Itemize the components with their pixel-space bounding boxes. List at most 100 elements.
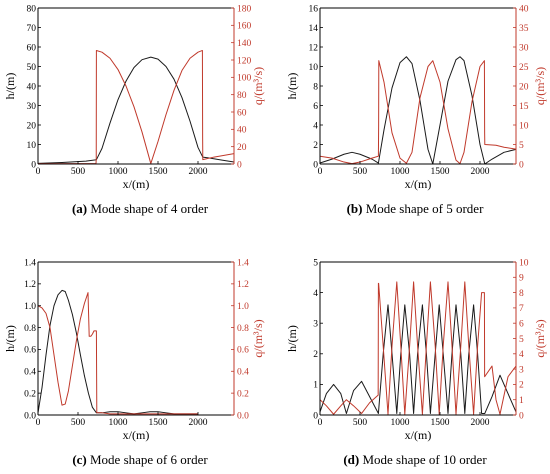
y-left-tick-label: 0.6 (24, 346, 36, 356)
y-left-tick-label: 8 (313, 82, 318, 92)
x-tick-label: 500 (353, 167, 368, 177)
y-right-tick-label: 15 (519, 102, 529, 112)
y-right-tick-label: 140 (237, 39, 252, 49)
h-series-line-d (319, 304, 517, 414)
y-right-tick-label: 0 (519, 411, 524, 421)
chart-panel-c: 0 500 1000 1500 2000 0.0 0.2 0.4 0.6 0.8 1.0 1.2 1.4… (3, 258, 265, 467)
y-left-tick-label: 5 (313, 258, 318, 268)
y-right-tick-label: 0.4 (237, 368, 249, 378)
y-left-tick-label: 0.8 (24, 324, 36, 334)
y-right-axis-label: q/(m³/s) (251, 319, 265, 357)
q-series-line-d (319, 281, 517, 415)
y-right-tick-label: 60 (237, 108, 247, 118)
h-series-line-a (37, 56, 235, 164)
y-left-tick-label: 30 (27, 102, 37, 112)
x-tick-label: 500 (71, 418, 86, 428)
x-axis-label: x/(m) (405, 177, 432, 191)
y-left-tick-label: 80 (27, 4, 37, 14)
y-left-tick-label: 40 (27, 82, 37, 92)
h-series-line-c (37, 289, 198, 415)
y-right-tick-label: 6 (519, 320, 524, 330)
y-right-tick-label: 8 (519, 289, 524, 299)
y-left-tick-label: 70 (27, 24, 37, 34)
x-tick-label: 1500 (149, 167, 168, 177)
x-tick-label: 0 (36, 418, 41, 428)
y-right-tick-label: 9 (519, 274, 524, 284)
y-left-tick-label: 14 (309, 24, 319, 34)
y-right-tick-label: 40 (519, 4, 529, 14)
x-tick-label: 500 (71, 167, 86, 177)
y-right-tick-label: 20 (519, 82, 529, 92)
y-left-axis-label: h/(m) (285, 325, 299, 352)
y-left-tick-label: 0 (313, 160, 318, 170)
y-left-tick-label: 1.4 (24, 258, 36, 268)
y-left-tick-label: 10 (27, 141, 37, 151)
chart-panel-d: 0 500 1000 1500 2000 0 1 2 3 4 5 0 1 2 3 4 5 6 7 8 9 10 x/(m) h… (285, 258, 547, 467)
x-axis-label: x/(m) (123, 177, 150, 191)
x-tick-label: 1500 (431, 418, 450, 428)
x-tick-label: 1000 (109, 167, 128, 177)
y-right-tick-label: 160 (237, 22, 252, 32)
y-right-tick-label: 120 (237, 56, 252, 66)
y-right-tick-label: 20 (237, 143, 247, 153)
y-right-tick-label: 100 (237, 74, 252, 84)
y-left-tick-label: 2 (313, 141, 318, 151)
y-left-tick-label: 4 (313, 289, 318, 299)
y-left-tick-label: 60 (27, 43, 37, 53)
y-right-tick-label: 0.6 (237, 346, 249, 356)
y-right-tick-label: 25 (519, 63, 529, 73)
panel-caption-text: Mode shape of 4 order (87, 201, 209, 216)
q-series-line-c (37, 292, 198, 415)
x-tick-label: 2000 (471, 167, 490, 177)
y-right-tick-label: 10 (519, 121, 529, 131)
x-tick-label: 2000 (189, 418, 208, 428)
y-right-tick-label: 10 (519, 258, 529, 268)
panel-caption-letter: (b) (347, 201, 363, 216)
y-left-tick-label: 0.4 (24, 368, 36, 378)
y-left-tick-label: 0.2 (24, 389, 36, 399)
y-right-tick-label: 4 (519, 350, 524, 360)
panel-caption: (d) Mode shape of 10 order (343, 452, 487, 467)
panel-caption-letter: (c) (72, 452, 86, 467)
x-tick-label: 1000 (391, 418, 410, 428)
panel-caption-letter: (d) (343, 452, 359, 467)
y-left-tick-label: 16 (309, 4, 319, 14)
y-right-axis-label: q/(m³/s) (533, 67, 547, 105)
chart-panel-a: 0 500 1000 1500 2000 0 10 20 30 40 50 60 70 80 0 20 40 60… (3, 4, 265, 216)
y-left-tick-label: 1 (313, 381, 318, 391)
panel-caption-text: Mode shape of 6 order (87, 452, 209, 467)
y-right-tick-label: 2 (519, 381, 524, 391)
y-right-tick-label: 1.2 (237, 280, 249, 290)
x-tick-label: 2000 (189, 167, 208, 177)
y-right-tick-label: 0 (519, 160, 524, 170)
x-tick-label: 1500 (149, 418, 168, 428)
panel-caption: (b) Mode shape of 5 order (347, 201, 484, 216)
x-tick-label: 0 (318, 167, 323, 177)
x-axis-label: x/(m) (123, 428, 150, 442)
y-left-tick-label: 2 (313, 350, 318, 360)
y-left-axis-label: h/(m) (3, 325, 17, 352)
y-right-tick-label: 0.8 (237, 324, 249, 334)
y-right-tick-label: 0.2 (237, 389, 249, 399)
y-right-tick-label: 5 (519, 141, 524, 151)
panel-caption-letter: (a) (72, 201, 87, 216)
y-right-axis-label: q/(m³/s) (533, 319, 547, 357)
x-tick-label: 2000 (471, 418, 490, 428)
y-right-tick-label: 3 (519, 365, 524, 375)
y-right-tick-label: 0.0 (237, 411, 249, 421)
y-left-axis-label: h/(m) (285, 73, 299, 100)
x-axis-label: x/(m) (405, 428, 432, 442)
y-left-tick-label: 10 (309, 63, 319, 73)
y-left-tick-label: 1.2 (24, 280, 36, 290)
y-left-tick-label: 20 (27, 121, 37, 131)
y-right-tick-label: 5 (519, 335, 524, 345)
y-right-tick-label: 35 (519, 24, 529, 34)
y-right-tick-label: 80 (237, 91, 247, 101)
q-series-line-a (38, 49, 235, 165)
y-right-tick-label: 1.0 (237, 302, 249, 312)
panel-caption: (c) Mode shape of 6 order (72, 452, 208, 467)
y-right-tick-label: 40 (237, 126, 247, 136)
x-tick-label: 0 (318, 418, 323, 428)
chart-panel-b: 0 500 1000 1500 2000 0 2 4 6 8 10 12 14 16 0 5 10 15 20 25 3… (285, 4, 547, 216)
